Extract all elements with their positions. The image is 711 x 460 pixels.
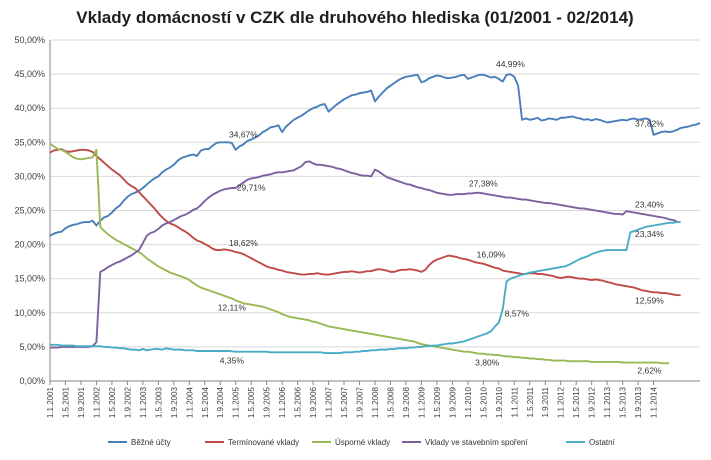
x-tick-label: 1.1.2002 (92, 386, 101, 418)
x-tick-label: 1.1.2014 (650, 386, 659, 418)
y-tick-label: 35,00% (14, 137, 45, 147)
x-tick-label: 1.9.2002 (123, 386, 132, 418)
x-tick-label: 1.9.2013 (634, 386, 643, 418)
x-tick-label: 1.5.2008 (386, 386, 395, 418)
x-tick-label: 1.5.2003 (154, 386, 163, 418)
series-line-5 (50, 220, 681, 354)
x-tick-label: 1.1.2011 (510, 386, 519, 417)
series-line-3 (49, 142, 670, 365)
x-tick-label: 1.5.2012 (572, 386, 581, 418)
x-tick-label: 1.1.2001 (46, 386, 55, 418)
x-tick-label: 1.1.2003 (139, 386, 148, 418)
series-line-2 (49, 148, 681, 297)
x-tick-label: 1.5.2010 (479, 386, 488, 418)
y-tick-label: 50,00% (14, 35, 45, 45)
legend-label: Ostatní (589, 438, 616, 447)
data-label: 23,40% (635, 200, 664, 210)
x-tick-label: 1.5.2002 (108, 386, 117, 418)
y-tick-label: 10,00% (14, 308, 45, 318)
x-tick-label: 1.9.2005 (263, 386, 272, 418)
data-label: 8,57% (505, 309, 530, 319)
y-tick-label: 15,00% (14, 274, 45, 284)
data-label: 2,62% (637, 366, 662, 376)
x-tick-label: 1.1.2008 (371, 386, 380, 418)
data-label: 16,09% (477, 249, 506, 259)
data-label: 12,59% (635, 295, 664, 305)
x-tick-label: 1.5.2009 (433, 386, 442, 418)
series-line-4 (50, 160, 678, 349)
y-tick-label: 5,00% (19, 342, 45, 352)
x-axis: 1.1.2001 1.5.2001 1.9.2001 1.1.2002 1.5.2002… (46, 381, 659, 418)
series-lines (49, 73, 701, 365)
x-tick-label: 1.9.2004 (216, 386, 225, 418)
data-label: 3,80% (475, 357, 500, 367)
x-tick-label: 1.9.2003 (170, 386, 179, 418)
data-label: 44,99% (496, 59, 525, 69)
x-tick-label: 1.9.2011 (541, 386, 550, 417)
data-label: 27,38% (469, 178, 498, 188)
x-tick-label: 1.9.2001 (77, 386, 86, 418)
chart-title: Vklady domácností v CZK dle druhového hl… (76, 8, 633, 27)
data-label: 37,82% (635, 118, 664, 128)
x-tick-label: 1.1.2006 (278, 386, 287, 418)
x-tick-label: 1.9.2010 (495, 386, 504, 418)
legend-label: Běžné účty (131, 438, 171, 447)
x-tick-label: 1.9.2007 (356, 386, 365, 418)
x-tick-label: 1.5.2011 (526, 386, 535, 417)
x-tick-label: 1.5.2001 (61, 386, 70, 418)
data-label: 29,71% (237, 182, 266, 192)
gridlines (50, 39, 700, 382)
legend-label: Vklady ve stavebním spoření (425, 438, 528, 447)
x-tick-label: 1.1.2009 (417, 386, 426, 418)
x-tick-label: 1.5.2006 (294, 386, 303, 418)
x-tick-label: 1.1.2012 (557, 386, 566, 418)
y-tick-label: 25,00% (14, 206, 45, 216)
x-tick-label: 1.9.2009 (448, 386, 457, 418)
y-tick-label: 30,00% (14, 171, 45, 181)
data-labels: 44,99% 34,67% 37,82% 29,71% 27,38% 23,40% 23,3… (218, 59, 665, 375)
y-tick-label: 20,00% (14, 240, 45, 250)
x-tick-label: 1.5.2013 (619, 386, 628, 418)
y-axis: 0,00% 5,00% 10,00% 15,00% 20,00% 25,00% 30,00%… (14, 35, 51, 386)
data-label: 18,62% (229, 238, 258, 248)
data-label: 12,11% (218, 302, 247, 312)
x-tick-label: 1.1.2010 (464, 386, 473, 418)
legend: Běžné účty Termínované vklady Úsporné vkla… (108, 438, 616, 447)
data-label: 23,34% (635, 229, 664, 239)
x-tick-label: 1.9.2008 (402, 386, 411, 418)
y-tick-label: 40,00% (14, 103, 45, 113)
x-tick-label: 1.1.2007 (325, 386, 334, 418)
x-tick-label: 1.1.2005 (232, 386, 241, 418)
data-label: 34,67% (229, 129, 258, 139)
x-tick-label: 1.5.2007 (340, 386, 349, 418)
x-tick-label: 1.1.2013 (603, 386, 612, 418)
y-tick-label: 45,00% (14, 69, 45, 79)
x-tick-label: 1.9.2012 (588, 386, 597, 418)
x-tick-label: 1.1.2004 (185, 386, 194, 418)
legend-label: Termínované vklady (228, 438, 299, 447)
data-label: 4,35% (220, 355, 245, 365)
series-line-1 (49, 73, 701, 237)
y-tick-label: 0,00% (19, 376, 45, 386)
x-tick-label: 1.9.2006 (309, 386, 318, 418)
legend-label: Úsporné vklady (335, 438, 390, 447)
x-tick-label: 1.5.2004 (201, 386, 210, 418)
x-tick-label: 1.5.2005 (247, 386, 256, 418)
